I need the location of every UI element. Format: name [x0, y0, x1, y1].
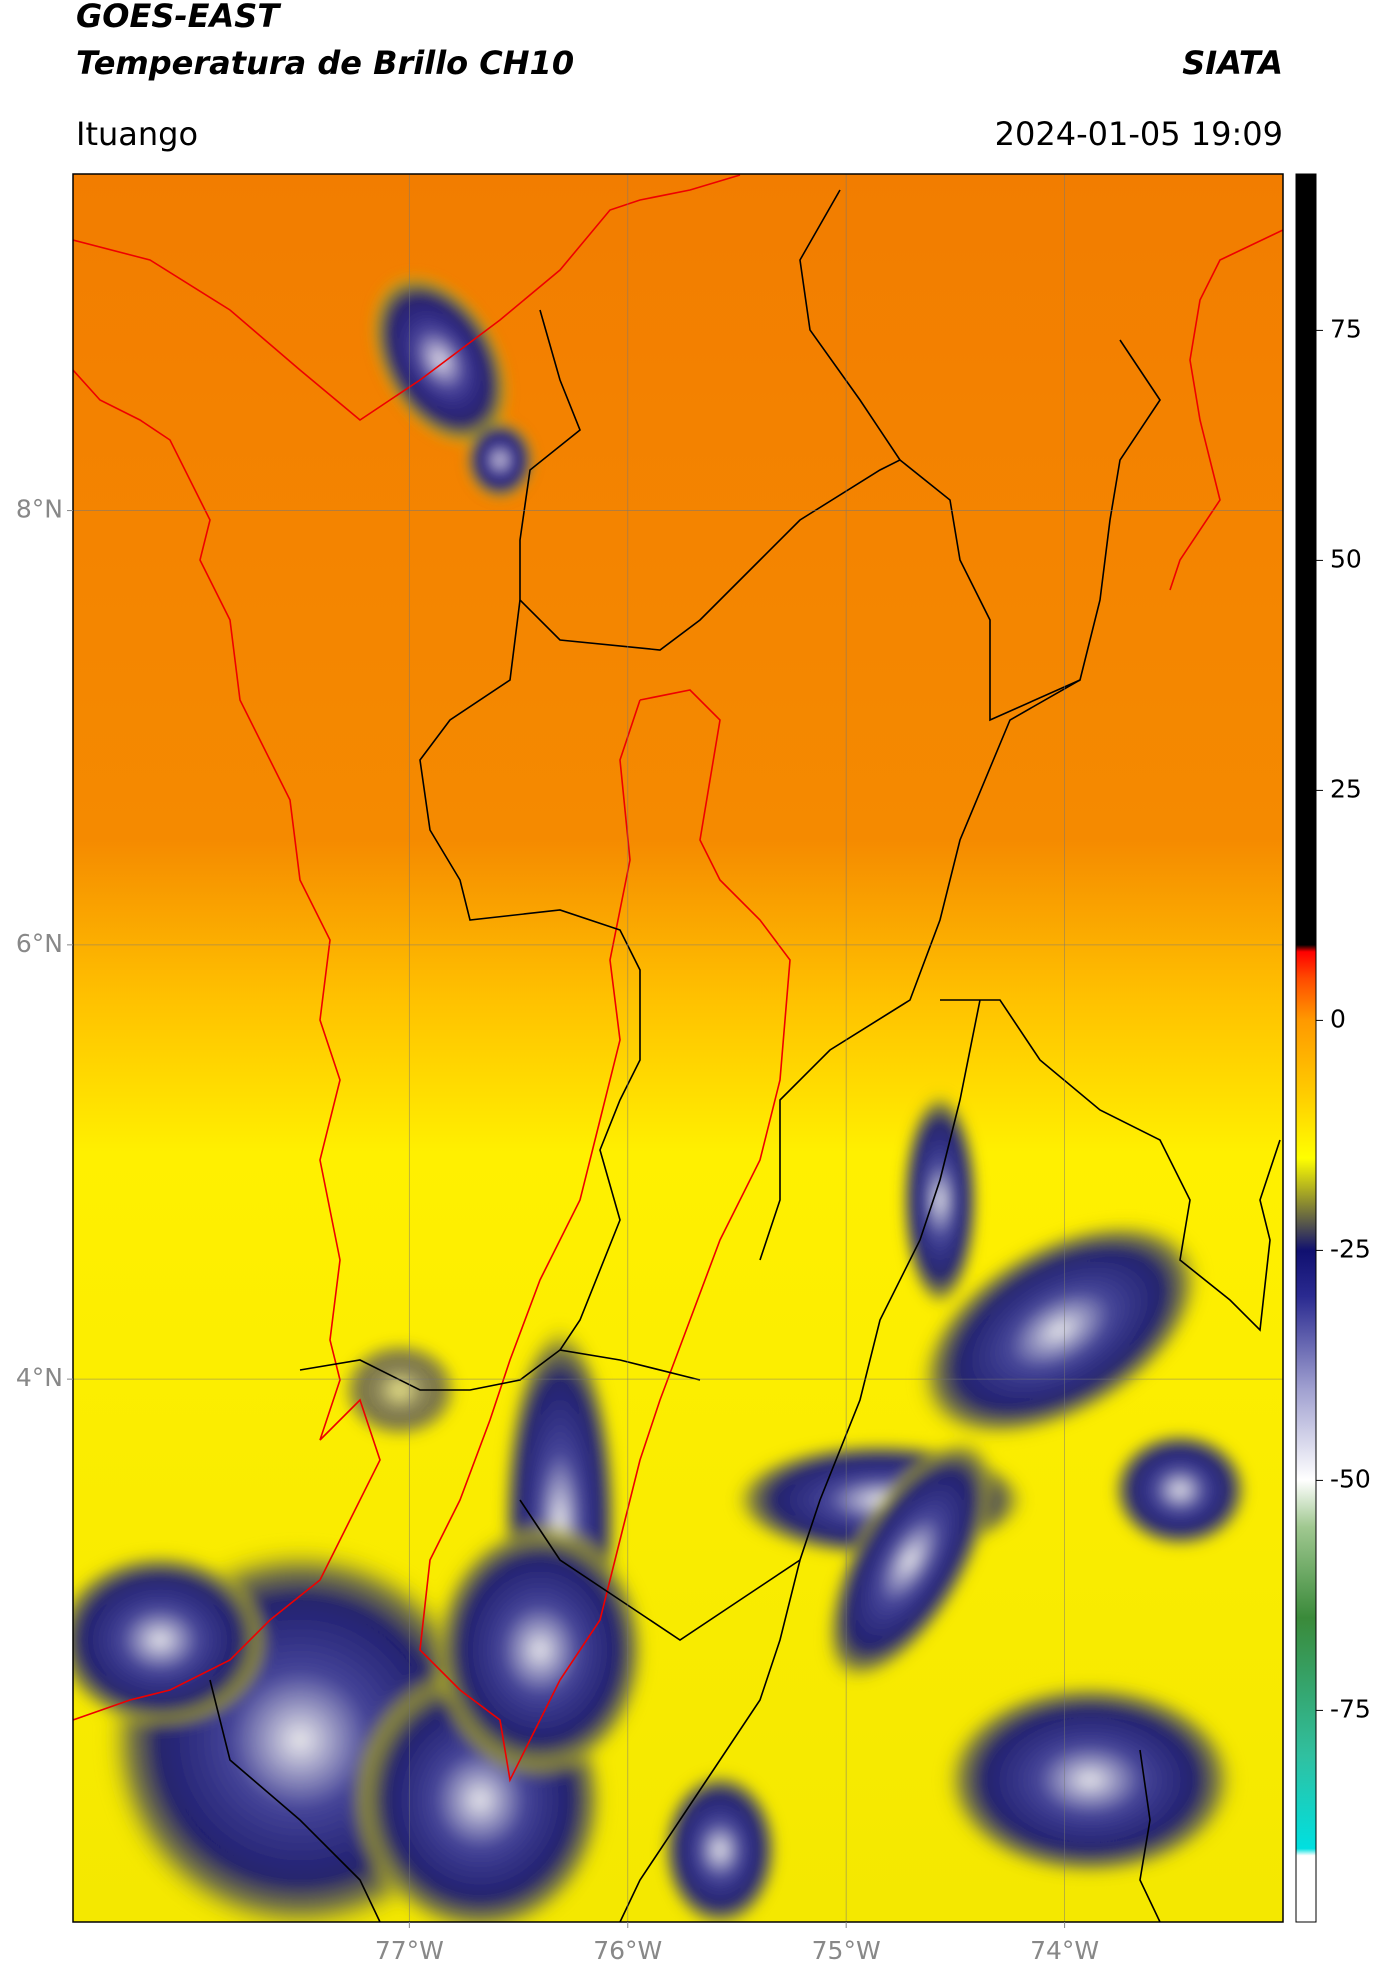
colorbar-tick-label: -75: [1330, 1694, 1371, 1723]
x-tick-label: 76°W: [593, 1936, 662, 1965]
map-imagery: [73, 174, 1283, 1922]
title: GOES-EAST: [76, 0, 281, 35]
colorbar-tick-label: -25: [1330, 1234, 1371, 1263]
y-tick-label: 6°N: [16, 929, 63, 958]
colorbar: [1295, 173, 1317, 1923]
x-tick-label: 75°W: [812, 1936, 881, 1965]
subtitle: Temperatura de Brillo CH10: [76, 44, 574, 82]
datetime: 2024-01-05 19:09: [995, 115, 1283, 153]
y-tick-label: 4°N: [16, 1363, 63, 1392]
map-frame: [72, 173, 1284, 1923]
grid: [73, 174, 1283, 1922]
location: Ituango: [76, 115, 198, 153]
y-tick-label: 8°N: [16, 495, 63, 524]
colorbar-tick-label: 0: [1330, 1004, 1346, 1033]
x-tick-label: 77°W: [375, 1936, 444, 1965]
colorbar-tick-label: 25: [1330, 774, 1362, 803]
colorbar-tick-label: -50: [1330, 1464, 1371, 1493]
organization: SIATA: [1182, 44, 1283, 82]
colorbar-tick-label: 75: [1330, 314, 1362, 343]
x-tick-label: 74°W: [1030, 1936, 1099, 1965]
colorbar-tick-label: 50: [1330, 544, 1362, 573]
